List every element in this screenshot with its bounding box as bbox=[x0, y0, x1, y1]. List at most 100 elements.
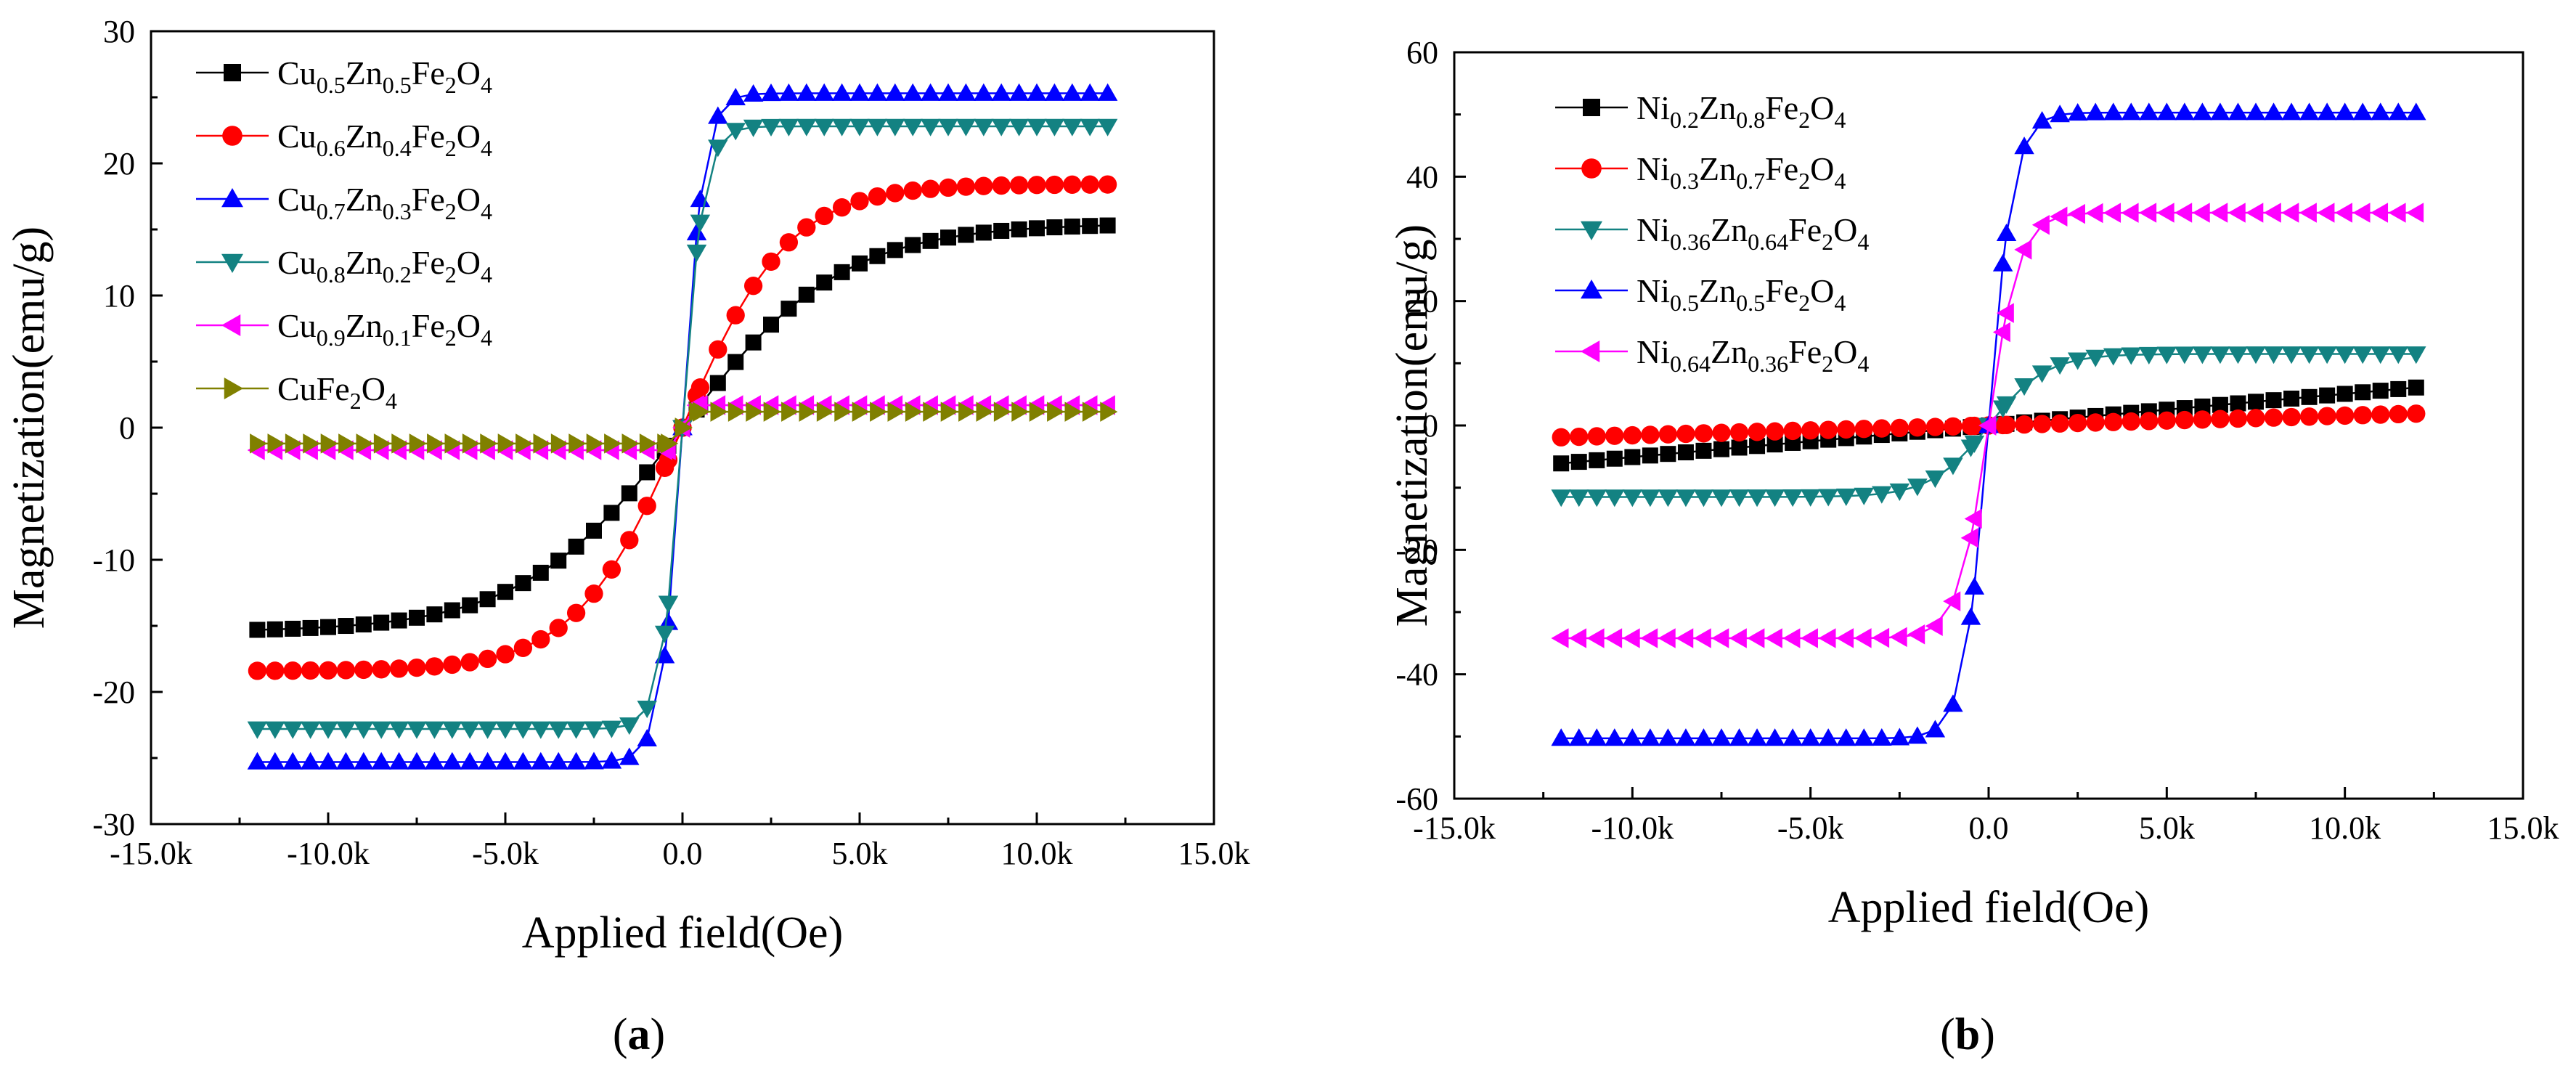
x-tick-label: 15.0k bbox=[2487, 810, 2559, 846]
legend-label-part: Fe bbox=[1788, 211, 1822, 248]
data-point bbox=[285, 620, 301, 637]
data-point bbox=[686, 244, 707, 262]
x-tick-label: -10.0k bbox=[1591, 810, 1674, 846]
data-point bbox=[442, 721, 462, 739]
data-point bbox=[1100, 402, 1118, 422]
data-point bbox=[2318, 407, 2336, 425]
data-point bbox=[1605, 728, 1625, 746]
legend-label-subscript: 0.36 bbox=[1670, 229, 1711, 255]
data-point bbox=[621, 433, 640, 454]
legend-label-subscript: 0.3 bbox=[383, 198, 412, 224]
data-point bbox=[550, 553, 567, 569]
data-point bbox=[1642, 447, 1658, 464]
data-point bbox=[1908, 418, 1927, 437]
data-point bbox=[1064, 402, 1083, 422]
data-point bbox=[391, 612, 407, 629]
data-point bbox=[1907, 726, 1928, 744]
data-point bbox=[497, 584, 513, 600]
y-axis-title: Magnetization(emu/g) bbox=[1387, 224, 1437, 627]
data-point bbox=[371, 721, 391, 739]
data-point bbox=[2103, 348, 2124, 366]
data-point bbox=[2227, 102, 2249, 121]
data-point bbox=[1641, 425, 1660, 444]
legend-label-part: Fe bbox=[412, 118, 445, 155]
data-point bbox=[1009, 176, 1029, 195]
data-point bbox=[1996, 303, 2014, 323]
data-point bbox=[1658, 425, 1678, 444]
data-point bbox=[887, 402, 905, 422]
data-point bbox=[1818, 628, 1836, 648]
legend-item: Ni0.5Zn0.5Fe2O4 bbox=[1555, 272, 1846, 316]
data-point bbox=[1677, 444, 1694, 461]
data-point bbox=[601, 720, 622, 738]
legend-label: Cu0.5Zn0.5Fe2O4 bbox=[277, 54, 492, 98]
legend-label-part: O bbox=[457, 118, 481, 155]
data-point bbox=[938, 118, 958, 136]
data-point bbox=[849, 83, 870, 101]
data-point bbox=[1570, 427, 1589, 447]
data-point bbox=[974, 83, 994, 101]
data-point bbox=[1800, 628, 1818, 648]
data-point bbox=[372, 660, 391, 679]
data-point bbox=[1551, 728, 1571, 746]
data-point bbox=[1624, 449, 1641, 465]
data-point bbox=[2121, 102, 2142, 121]
data-point bbox=[1944, 417, 1962, 436]
data-point bbox=[1747, 628, 1765, 648]
data-point bbox=[2246, 102, 2266, 121]
data-point bbox=[2104, 412, 2123, 431]
data-point bbox=[2353, 406, 2372, 425]
panel-label-close: ) bbox=[1980, 1010, 1995, 1059]
data-point bbox=[867, 118, 888, 136]
data-point bbox=[2372, 383, 2389, 399]
data-point bbox=[513, 721, 534, 739]
legend-label: Cu0.6Zn0.4Fe2O4 bbox=[277, 118, 492, 161]
data-point bbox=[2282, 407, 2301, 427]
data-point bbox=[267, 433, 285, 454]
data-point bbox=[300, 751, 321, 770]
data-point bbox=[1711, 489, 1732, 508]
data-point bbox=[1943, 591, 1961, 611]
data-point bbox=[1552, 428, 1570, 447]
data-point bbox=[1082, 218, 1099, 235]
data-point bbox=[1749, 438, 1766, 455]
data-point bbox=[248, 661, 267, 680]
data-point bbox=[2210, 203, 2228, 223]
data-point bbox=[976, 402, 994, 422]
data-point bbox=[495, 721, 515, 739]
data-point bbox=[424, 721, 445, 739]
legend-label: CuFe2O4 bbox=[277, 370, 397, 414]
data-point bbox=[761, 83, 781, 102]
data-point bbox=[2352, 203, 2371, 223]
data-point bbox=[2281, 203, 2299, 223]
legend-label-part: Cu bbox=[277, 54, 317, 91]
data-point bbox=[2050, 105, 2070, 123]
x-tick-label: 5.0k bbox=[2139, 810, 2195, 846]
data-point bbox=[1712, 423, 1731, 442]
data-point bbox=[407, 721, 427, 739]
data-point bbox=[868, 187, 887, 206]
data-point bbox=[282, 721, 303, 739]
data-point bbox=[746, 402, 764, 422]
data-point bbox=[477, 751, 498, 770]
data-point bbox=[513, 638, 533, 657]
data-point bbox=[515, 575, 531, 592]
data-point bbox=[1586, 489, 1607, 508]
legend-item: Ni0.36Zn0.64Fe2O4 bbox=[1555, 211, 1869, 255]
data-point bbox=[2283, 390, 2300, 407]
data-point bbox=[2299, 102, 2320, 121]
legend-label-part: Zn bbox=[346, 181, 383, 218]
legend-label-part: O bbox=[1833, 211, 1857, 248]
legend-label-part: Fe bbox=[412, 54, 445, 91]
data-point bbox=[2246, 203, 2264, 223]
data-point bbox=[1854, 420, 1873, 439]
data-point bbox=[1782, 628, 1801, 648]
data-point bbox=[1996, 396, 2017, 414]
data-point bbox=[1711, 728, 1732, 746]
data-point bbox=[1044, 83, 1065, 101]
data-point bbox=[1605, 426, 1624, 445]
data-point bbox=[338, 618, 354, 635]
data-point bbox=[354, 751, 374, 770]
legend-label-part: O bbox=[362, 370, 386, 407]
data-point bbox=[2103, 102, 2124, 121]
